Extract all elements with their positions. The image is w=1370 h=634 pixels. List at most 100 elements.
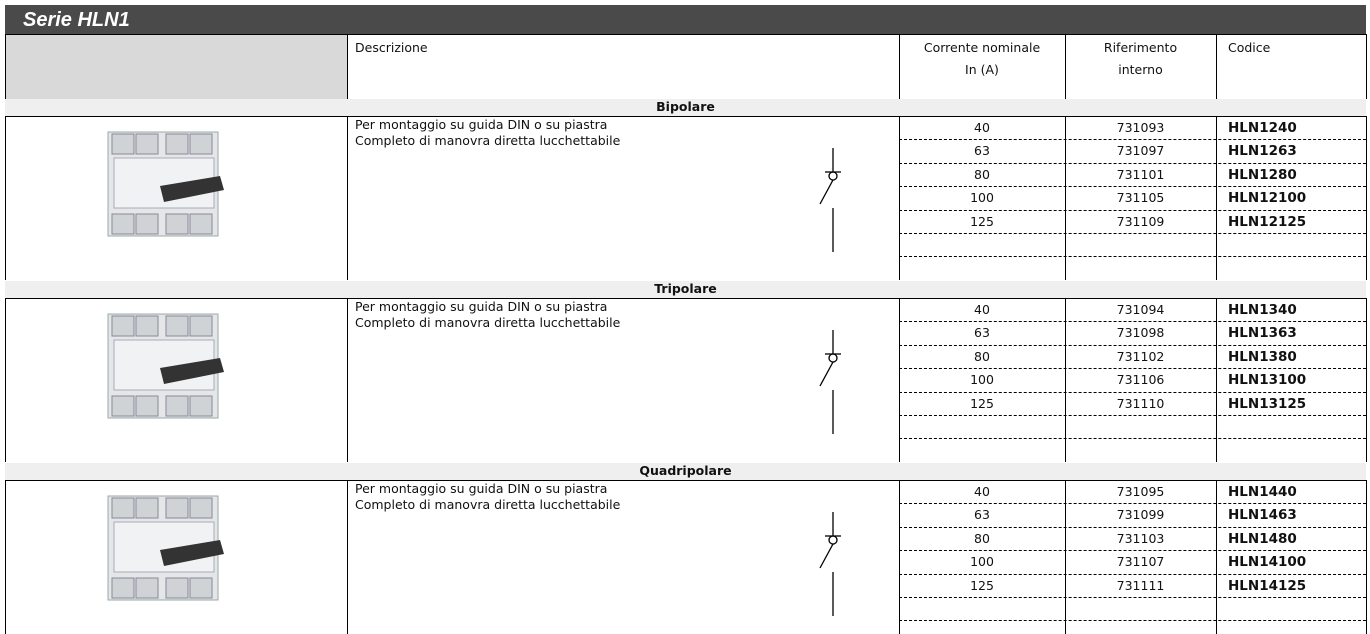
codice: HLN1363	[1228, 325, 1297, 341]
description: Completo di manovra diretta lucchettabil…	[355, 497, 620, 513]
description: Completo di manovra diretta lucchettabil…	[355, 315, 620, 331]
riferimento: 731098	[1065, 325, 1216, 341]
riferimento: 731106	[1065, 372, 1216, 388]
border	[899, 34, 900, 99]
symbol-cell	[818, 328, 848, 441]
row-divider	[899, 415, 1366, 416]
page: Serie HLN1 Descrizione Corrente nominale…	[0, 0, 1370, 634]
riferimento: 731107	[1065, 554, 1216, 570]
riferimento: 731111	[1065, 578, 1216, 594]
product-image	[100, 124, 230, 244]
border	[1366, 298, 1367, 462]
codice: HLN1263	[1228, 143, 1297, 159]
border	[5, 480, 1366, 481]
row-divider	[899, 210, 1366, 211]
codice: HLN14100	[1228, 554, 1306, 570]
codice: HLN1463	[1228, 507, 1297, 523]
title-bar: Serie HLN1	[5, 5, 1366, 34]
codice: HLN1480	[1228, 531, 1297, 547]
riferimento: 731097	[1065, 143, 1216, 159]
codice: HLN13125	[1228, 396, 1306, 412]
row-divider	[899, 550, 1366, 551]
row-divider	[899, 321, 1366, 322]
image-cell	[100, 488, 230, 611]
border	[5, 298, 6, 462]
switch-symbol	[818, 510, 848, 620]
codice: HLN1440	[1228, 484, 1297, 500]
border	[5, 116, 1366, 117]
title: Serie HLN1	[23, 10, 130, 30]
row-divider	[899, 233, 1366, 234]
border	[5, 34, 1366, 35]
image-cell	[100, 306, 230, 429]
row-divider	[899, 256, 1366, 257]
row-divider	[899, 163, 1366, 164]
codice: HLN1380	[1228, 349, 1297, 365]
riferimento: 731099	[1065, 507, 1216, 523]
codice: HLN1240	[1228, 120, 1297, 136]
corrente: 40	[899, 302, 1065, 318]
description: Per montaggio su guida DIN o su piastra	[355, 299, 607, 315]
section-name: Tripolare	[5, 281, 1366, 297]
description: Completo di manovra diretta lucchettabil…	[355, 133, 620, 149]
border	[347, 34, 348, 99]
row-divider	[899, 345, 1366, 346]
codice: HLN12100	[1228, 190, 1306, 206]
codice: HLN14125	[1228, 578, 1306, 594]
border	[5, 480, 6, 634]
corrente: 100	[899, 554, 1065, 570]
col-header: interno	[1065, 62, 1216, 78]
symbol-cell	[818, 146, 848, 259]
border	[1366, 116, 1367, 280]
corrente: 63	[899, 507, 1065, 523]
row-divider	[899, 597, 1366, 598]
riferimento: 731110	[1065, 396, 1216, 412]
product-image	[100, 306, 230, 426]
riferimento: 731093	[1065, 120, 1216, 136]
row-divider	[899, 503, 1366, 504]
switch-symbol	[818, 328, 848, 438]
codice: HLN1340	[1228, 302, 1297, 318]
row-divider	[899, 392, 1366, 393]
border	[1366, 480, 1367, 634]
section-name: Quadripolare	[5, 463, 1366, 479]
border	[347, 298, 348, 462]
row-divider	[899, 438, 1366, 439]
corrente: 80	[899, 167, 1065, 183]
row-divider	[899, 368, 1366, 369]
riferimento: 731094	[1065, 302, 1216, 318]
border	[1065, 34, 1066, 99]
section-name: Bipolare	[5, 99, 1366, 115]
corrente: 63	[899, 143, 1065, 159]
border	[1216, 116, 1217, 280]
symbol-cell	[818, 510, 848, 623]
riferimento: 731102	[1065, 349, 1216, 365]
switch-symbol	[818, 146, 848, 256]
corrente: 100	[899, 190, 1065, 206]
riferimento: 731103	[1065, 531, 1216, 547]
col-header: Descrizione	[355, 40, 428, 56]
image-cell	[100, 124, 230, 247]
corrente: 125	[899, 214, 1065, 230]
corrente: 125	[899, 396, 1065, 412]
row-divider	[899, 527, 1366, 528]
corrente: 63	[899, 325, 1065, 341]
col-header: In (A)	[899, 62, 1065, 78]
border	[5, 298, 1366, 299]
col-header: Corrente nominale	[899, 40, 1065, 56]
riferimento: 731095	[1065, 484, 1216, 500]
border	[5, 34, 6, 99]
row-divider	[899, 574, 1366, 575]
row-divider	[899, 186, 1366, 187]
corrente: 80	[899, 531, 1065, 547]
riferimento: 731109	[1065, 214, 1216, 230]
col-header: Codice	[1228, 40, 1270, 56]
corrente: 125	[899, 578, 1065, 594]
corrente: 40	[899, 120, 1065, 136]
border	[5, 116, 6, 280]
description: Per montaggio su guida DIN o su piastra	[355, 117, 607, 133]
product-image	[100, 488, 230, 608]
row-divider	[899, 139, 1366, 140]
header-image-cell	[5, 34, 347, 99]
riferimento: 731101	[1065, 167, 1216, 183]
